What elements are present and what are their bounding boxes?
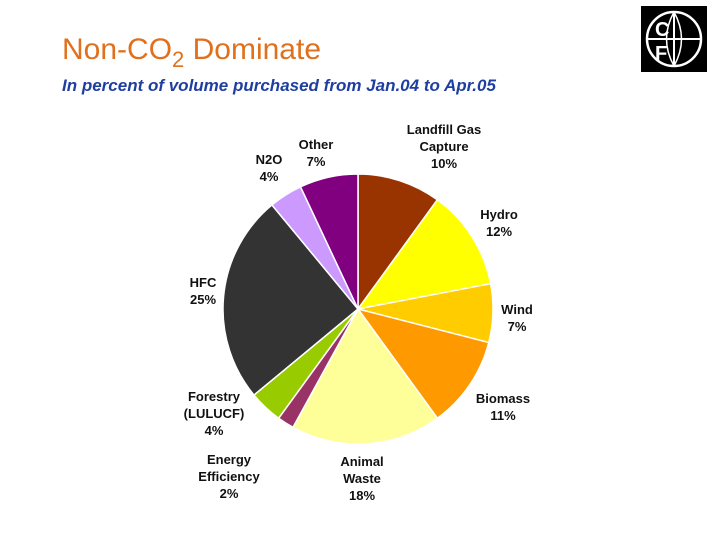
slice-label-line: Capture — [419, 139, 468, 154]
pie-slice — [299, 173, 359, 310]
slice-label: N2O 4% — [256, 152, 283, 184]
pie-slice — [356, 198, 492, 311]
slice-label: Energy Efficiency 2% — [198, 452, 260, 501]
slice-label-line: Energy — [207, 452, 252, 467]
slice-label: Animal Waste 18% — [340, 454, 383, 503]
slice-label-line: 11% — [490, 408, 516, 423]
chart-title: Non-CO2 Dominate — [62, 33, 322, 72]
svg-text:F: F — [655, 43, 667, 65]
slice-label: Other 7% — [299, 137, 334, 169]
slice-label-line: 4% — [205, 423, 224, 438]
slice-label-line: 18% — [349, 488, 375, 503]
slice-label: Biomass 11% — [476, 391, 530, 423]
slice-label-line: Wind — [501, 302, 533, 317]
pie-labels: Landfill Gas Capture 10% Hydro 12% Wind 7% Biom… — [184, 122, 533, 503]
slice-label-line: Forestry — [188, 389, 241, 404]
pie-slice — [356, 307, 490, 420]
slice-label-line: 7% — [307, 154, 326, 169]
slice-label-line: 25% — [190, 292, 216, 307]
svg-text:C: C — [655, 19, 669, 41]
slice-label-line: 4% — [260, 169, 279, 184]
slice-label-line: Landfill Gas — [407, 122, 481, 137]
slice-label-line: N2O — [256, 152, 283, 167]
slice-label: Forestry (LULUCF) 4% — [184, 389, 245, 438]
slice-label: Hydro 12% — [480, 207, 518, 239]
slice-label-line: 10% — [431, 156, 457, 171]
slice-label-line: Animal — [340, 454, 383, 469]
pie-slice — [222, 203, 360, 397]
chart-subtitle: In percent of volume purchased from Jan.… — [62, 76, 496, 95]
slice-label: HFC 25% — [190, 275, 217, 307]
pie-slice — [357, 173, 439, 312]
title-main: Non-CO — [62, 33, 173, 66]
slice-label: Landfill Gas Capture 10% — [407, 122, 481, 171]
slice-label-line: HFC — [190, 275, 217, 290]
title-subscript: 2 — [172, 47, 185, 72]
pie-slice — [291, 307, 439, 445]
slice-label-line: Hydro — [480, 207, 518, 222]
pie-slices — [222, 173, 494, 445]
slice-label: Wind 7% — [501, 302, 533, 334]
slice-label-line: 12% — [486, 224, 512, 239]
slice-label-line: Waste — [343, 471, 381, 486]
slice-label-line: 7% — [508, 319, 527, 334]
carbon-finance-logo-icon: C F — [641, 6, 707, 72]
slice-label-line: Efficiency — [198, 469, 260, 484]
slice-label-line: 2% — [220, 486, 239, 501]
slice-label-line: Other — [299, 137, 334, 152]
slice-label-line: Biomass — [476, 391, 530, 406]
slice-label-line: (LULUCF) — [184, 406, 245, 421]
title-end: Dominate — [184, 33, 322, 66]
